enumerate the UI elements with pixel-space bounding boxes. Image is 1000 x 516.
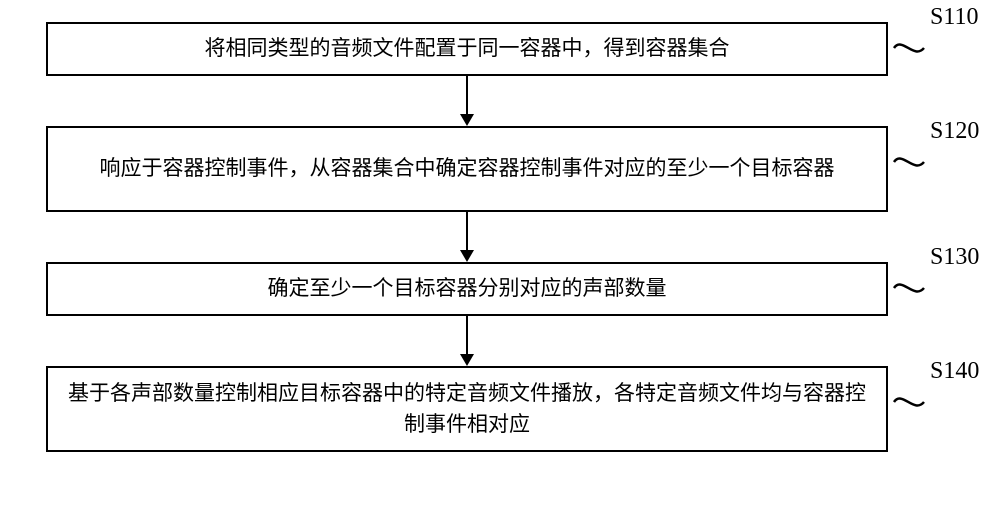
step-text: 响应于容器控制事件，从容器集合中确定容器控制事件对应的至少一个目标容器 bbox=[100, 153, 835, 185]
tilde-connector-s130 bbox=[892, 270, 926, 306]
step-box-s110: 将相同类型的音频文件配置于同一容器中，得到容器集合 bbox=[46, 22, 888, 76]
tilde-connector-s140 bbox=[892, 384, 926, 420]
label-text: S120 bbox=[930, 118, 979, 144]
step-text: 基于各声部数量控制相应目标容器中的特定音频文件播放，各特定音频文件均与容器控制事… bbox=[60, 378, 874, 441]
step-box-s130: 确定至少一个目标容器分别对应的声部数量 bbox=[46, 262, 888, 316]
tilde-connector-s110 bbox=[892, 30, 926, 66]
step-box-s120: 响应于容器控制事件，从容器集合中确定容器控制事件对应的至少一个目标容器 bbox=[46, 126, 888, 212]
arrow-2 bbox=[457, 212, 477, 262]
label-text: S130 bbox=[930, 244, 979, 270]
arrow-3 bbox=[457, 316, 477, 366]
step-label-s130: S130 bbox=[930, 244, 979, 271]
arrow-1 bbox=[457, 76, 477, 126]
step-text: 将相同类型的音频文件配置于同一容器中，得到容器集合 bbox=[205, 33, 730, 65]
flowchart-canvas: 将相同类型的音频文件配置于同一容器中，得到容器集合 S110 响应于容器控制事件… bbox=[0, 0, 1000, 516]
step-text: 确定至少一个目标容器分别对应的声部数量 bbox=[268, 273, 667, 305]
step-label-s110: S110 bbox=[930, 4, 978, 31]
label-text: S140 bbox=[930, 358, 979, 384]
tilde-connector-s120 bbox=[892, 144, 926, 180]
step-box-s140: 基于各声部数量控制相应目标容器中的特定音频文件播放，各特定音频文件均与容器控制事… bbox=[46, 366, 888, 452]
label-text: S110 bbox=[930, 4, 978, 30]
step-label-s140: S140 bbox=[930, 358, 979, 385]
step-label-s120: S120 bbox=[930, 118, 979, 145]
